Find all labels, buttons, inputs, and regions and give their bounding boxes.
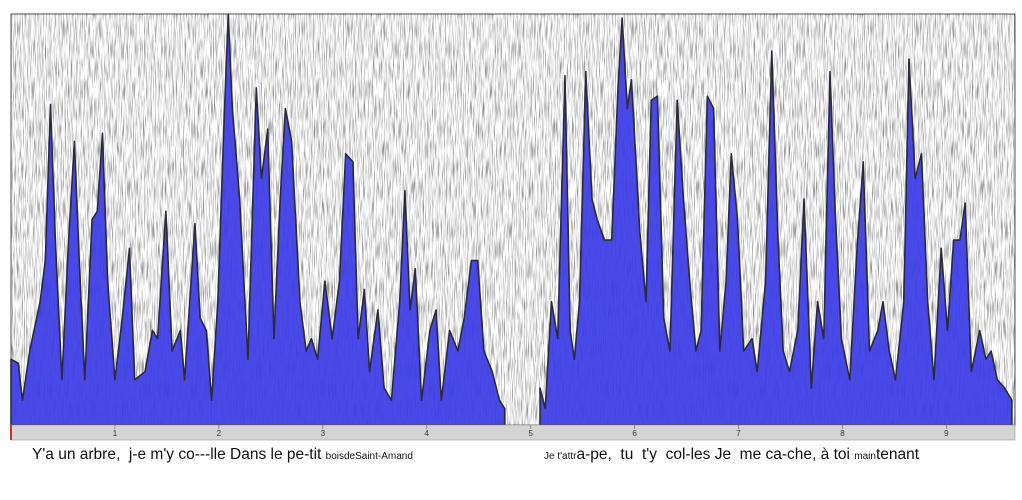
spectrogram-chart: 1 2 3 4 5 6 7 8 9 (10, 13, 1016, 441)
page: {"chart_data": {"type": "area", "color":… (0, 13, 1022, 468)
lyric-segment: Y'a un arbre, j-e m'y co---lle Dans le p… (32, 446, 326, 463)
lyric-segment: main (854, 451, 876, 462)
x-tick-label: 3 (321, 429, 326, 438)
x-tick-label: 5 (528, 429, 533, 438)
lyric-segment: a-pe, tu t'y col-les Je me ca-che, à toi (576, 446, 855, 463)
x-tick-label: 7 (736, 429, 741, 438)
lyrics-line: Y'a un arbre, j-e m'y co---lle Dans le p… (32, 446, 413, 464)
x-tick-label: 6 (632, 429, 637, 438)
x-tick-label: 9 (944, 429, 949, 438)
amplitude-envelope (10, 13, 1013, 426)
lyric-segment: tenant (875, 446, 920, 463)
lyric-segment: boisdeSaint-Amand (325, 451, 413, 462)
lyrics-line: Je t'attra-pe, tu t'y col-les Je me ca-c… (544, 446, 919, 464)
time-axis-strip (10, 424, 1016, 441)
x-tick-label: 4 (425, 429, 430, 438)
lyric-segment: Je t'attr (544, 451, 577, 462)
lyrics: Y'a un arbre, j-e m'y co---lle Dans le p… (0, 446, 1022, 468)
x-tick-label: 8 (840, 429, 845, 438)
x-tick-label: 2 (217, 429, 222, 438)
x-tick-label: 1 (113, 429, 118, 438)
